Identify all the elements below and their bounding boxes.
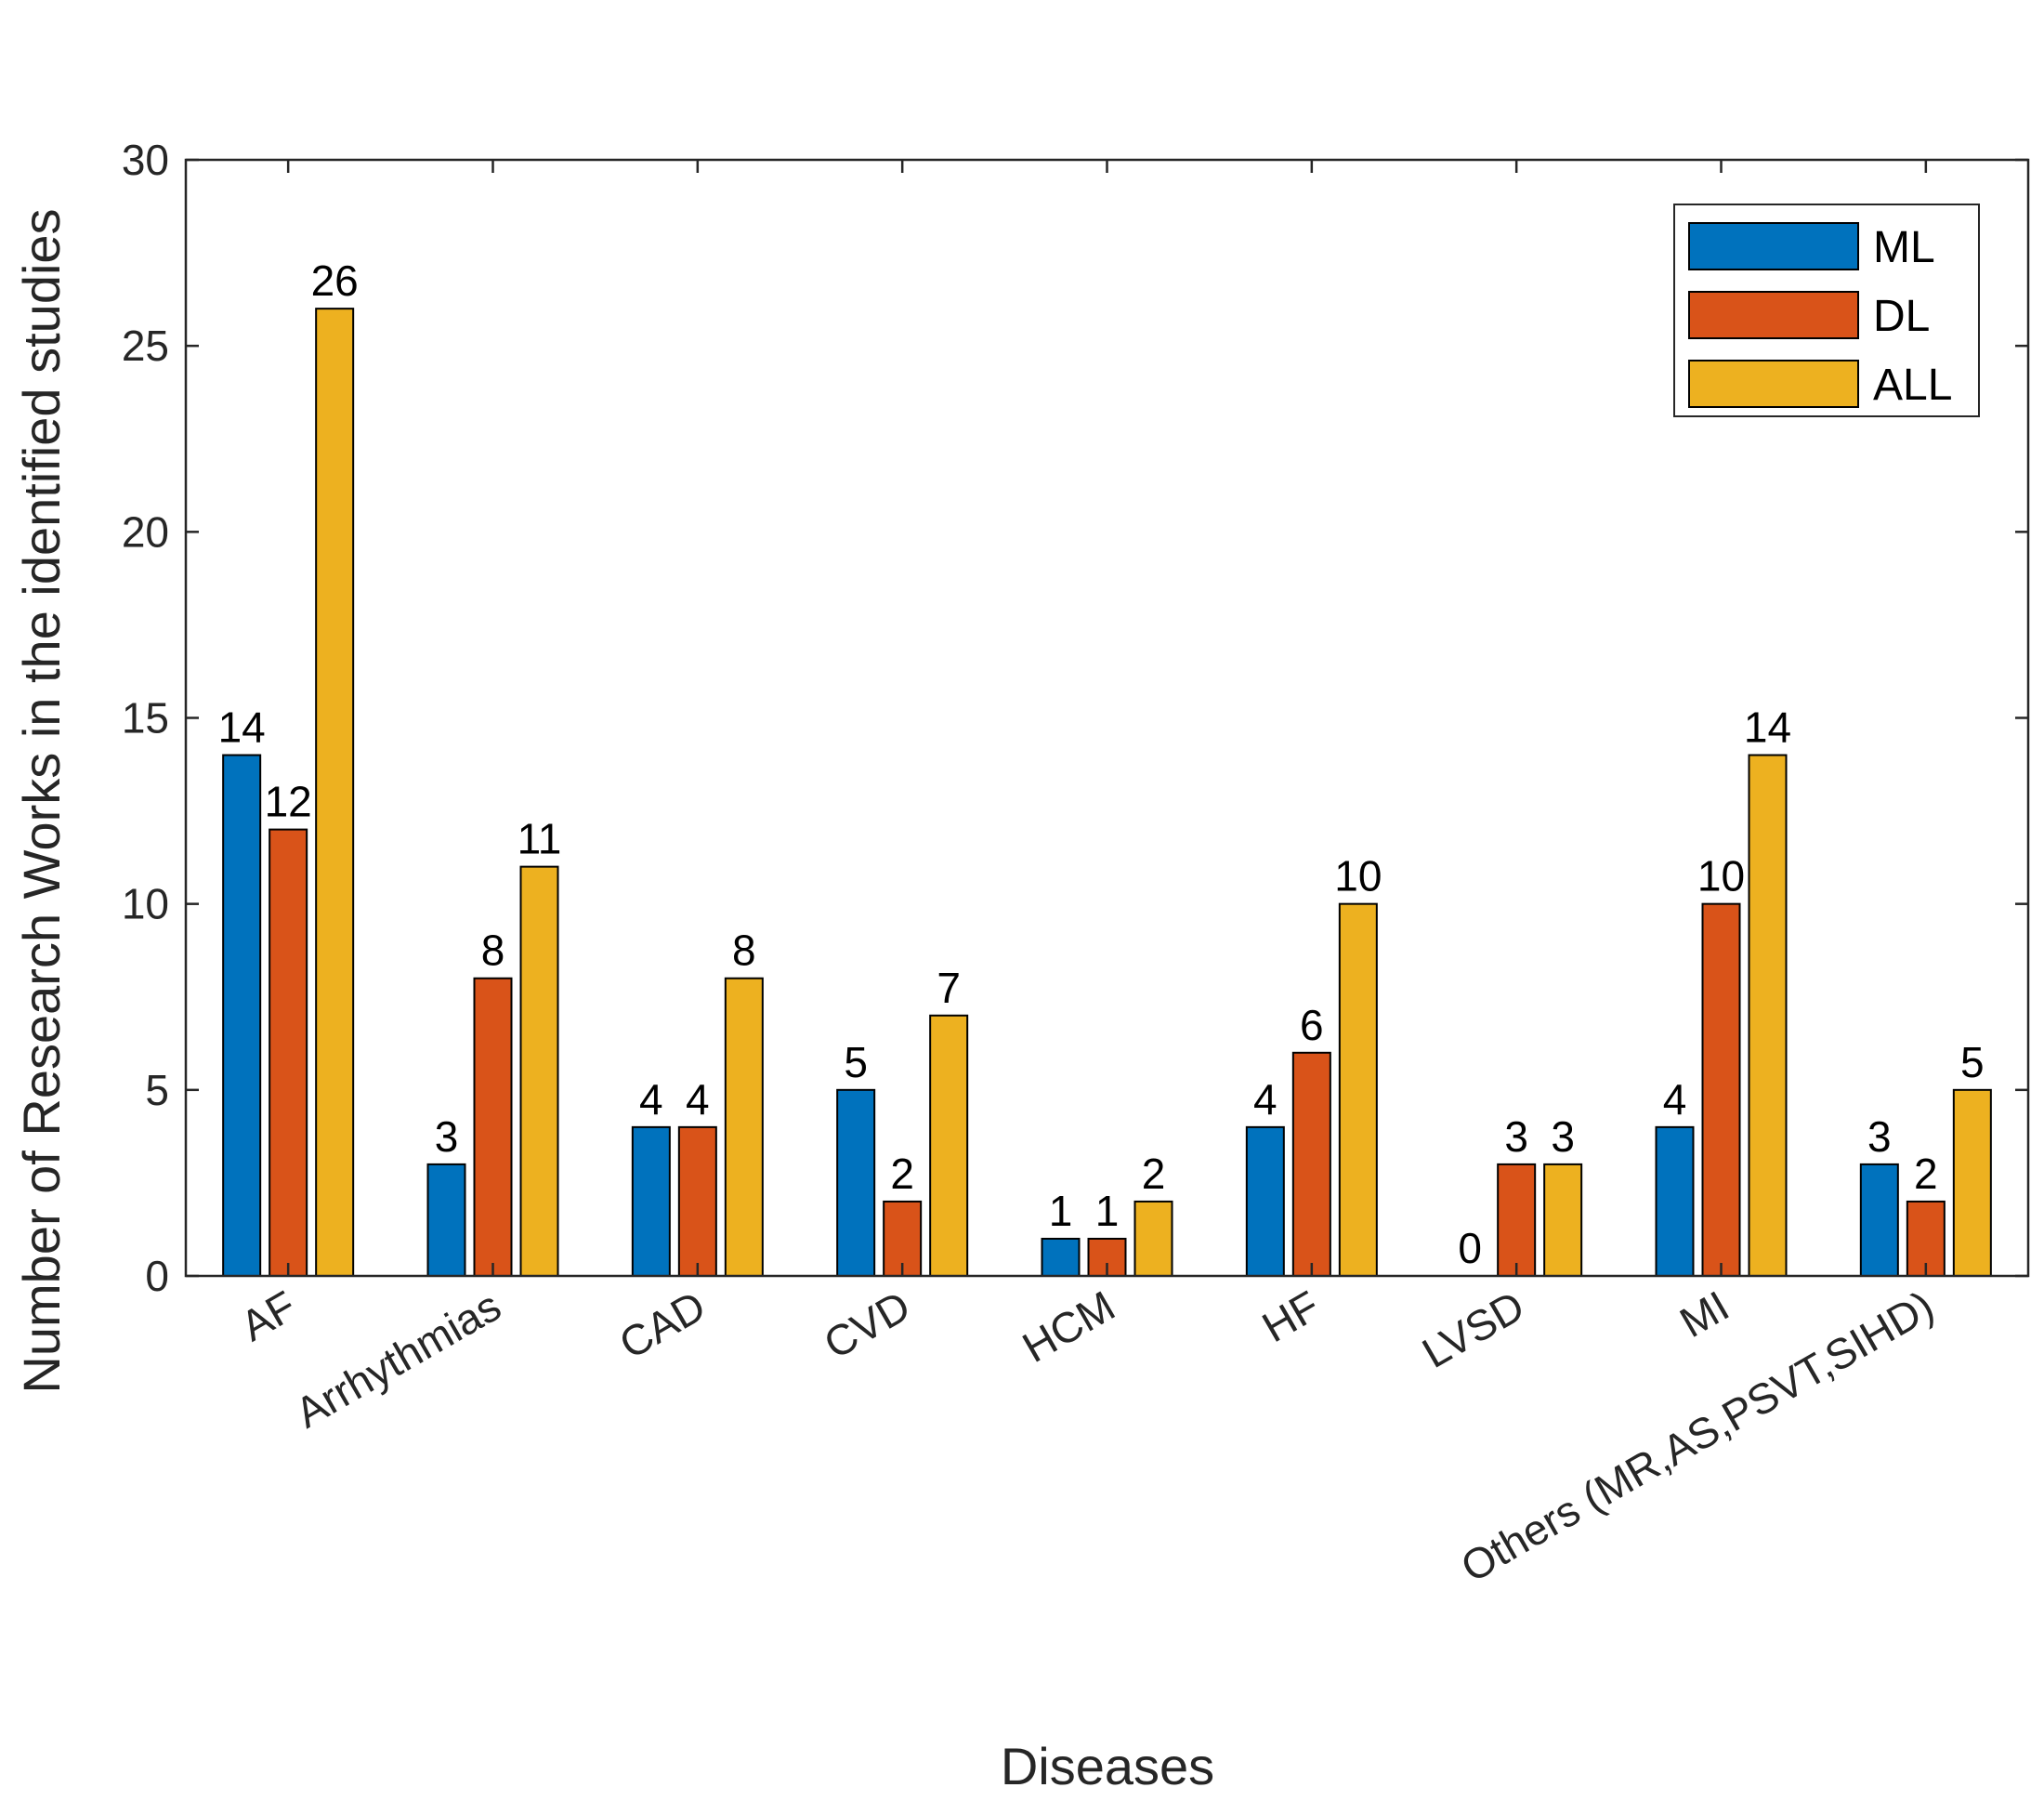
x-tick-label: MI [1671, 1282, 1736, 1347]
legend-label: ML [1873, 223, 1935, 272]
data-label: 3 [1551, 1112, 1575, 1161]
bar-ml [426, 1163, 466, 1278]
y-tick-label: 25 [122, 322, 169, 370]
x-tick-label: CAD [611, 1282, 714, 1369]
bar-ml [631, 1125, 671, 1278]
bar-ml [1655, 1125, 1695, 1278]
bar-ml [1245, 1125, 1285, 1278]
data-label: 2 [1142, 1150, 1166, 1198]
bars [222, 308, 1992, 1278]
data-label: 7 [937, 964, 961, 1012]
legend-label: ALL [1873, 361, 1952, 410]
y-tick-label: 10 [122, 880, 169, 928]
data-label: 14 [218, 703, 266, 752]
data-label: 12 [265, 778, 312, 826]
bar-dl [1291, 1051, 1331, 1278]
data-label: 1 [1049, 1187, 1073, 1235]
y-tick-label: 30 [122, 136, 169, 184]
x-tick-label: HCM [1015, 1282, 1123, 1372]
data-label: 8 [732, 927, 756, 975]
data-label: 6 [1300, 1001, 1324, 1049]
legend-swatch-dl [1688, 291, 1859, 339]
bar-ml [1041, 1237, 1081, 1278]
bar-ml [836, 1088, 876, 1278]
legend-swatch-all [1688, 360, 1859, 408]
bar-all [1748, 754, 1788, 1277]
data-label: 14 [1744, 703, 1791, 752]
y-axis-title: Number of Research Works in the identifi… [12, 208, 71, 1393]
x-tick-label: Arrhythmias [287, 1282, 509, 1438]
x-axis-title: Diseases [1001, 1737, 1214, 1795]
bar-ml [1859, 1163, 1899, 1278]
y-tick-label: 5 [145, 1066, 169, 1114]
data-label: 8 [481, 927, 505, 975]
data-label: 4 [1253, 1075, 1278, 1124]
data-label: 4 [639, 1075, 663, 1124]
bar-dl [1497, 1163, 1537, 1278]
bar-dl [1701, 902, 1741, 1278]
y-tick-label: 0 [145, 1252, 169, 1300]
y-tick-label: 15 [122, 694, 169, 743]
bar-dl [677, 1125, 717, 1278]
data-label: 1 [1095, 1187, 1120, 1235]
data-label: 10 [1697, 852, 1745, 900]
bar-all [519, 865, 559, 1278]
x-tick-label: HF [1254, 1282, 1328, 1352]
bar-dl [269, 828, 308, 1277]
bar-all [724, 977, 764, 1277]
data-label: 3 [1504, 1112, 1528, 1161]
bar-all [1952, 1088, 1992, 1278]
data-label: 2 [890, 1150, 914, 1198]
data-label: 0 [1458, 1224, 1482, 1272]
data-label: 3 [1867, 1112, 1892, 1161]
data-label: 26 [311, 256, 359, 305]
data-label: 5 [1960, 1038, 1985, 1086]
bar-all [315, 308, 355, 1278]
x-tick-label: CVD [816, 1282, 918, 1369]
data-label: 11 [518, 815, 562, 863]
bar-all [1338, 902, 1378, 1278]
data-label: 5 [844, 1038, 868, 1086]
data-label: 3 [435, 1112, 459, 1161]
bar-all [929, 1014, 969, 1278]
bar-ml [222, 754, 262, 1277]
data-label: 10 [1334, 852, 1382, 900]
x-tick-label: LVSD [1414, 1282, 1532, 1377]
bar-all [1133, 1200, 1173, 1278]
legend-label: DL [1873, 292, 1930, 341]
data-label: 4 [686, 1075, 710, 1124]
bar-all [1543, 1163, 1583, 1278]
legend-swatch-ml [1688, 222, 1859, 270]
data-label: 2 [1914, 1150, 1938, 1198]
data-label: 4 [1663, 1075, 1687, 1124]
bar-dl [473, 977, 513, 1277]
legend: ML DL ALL [1673, 204, 1980, 417]
y-tick-label: 20 [122, 507, 169, 556]
x-tick-label: AF [232, 1282, 304, 1350]
